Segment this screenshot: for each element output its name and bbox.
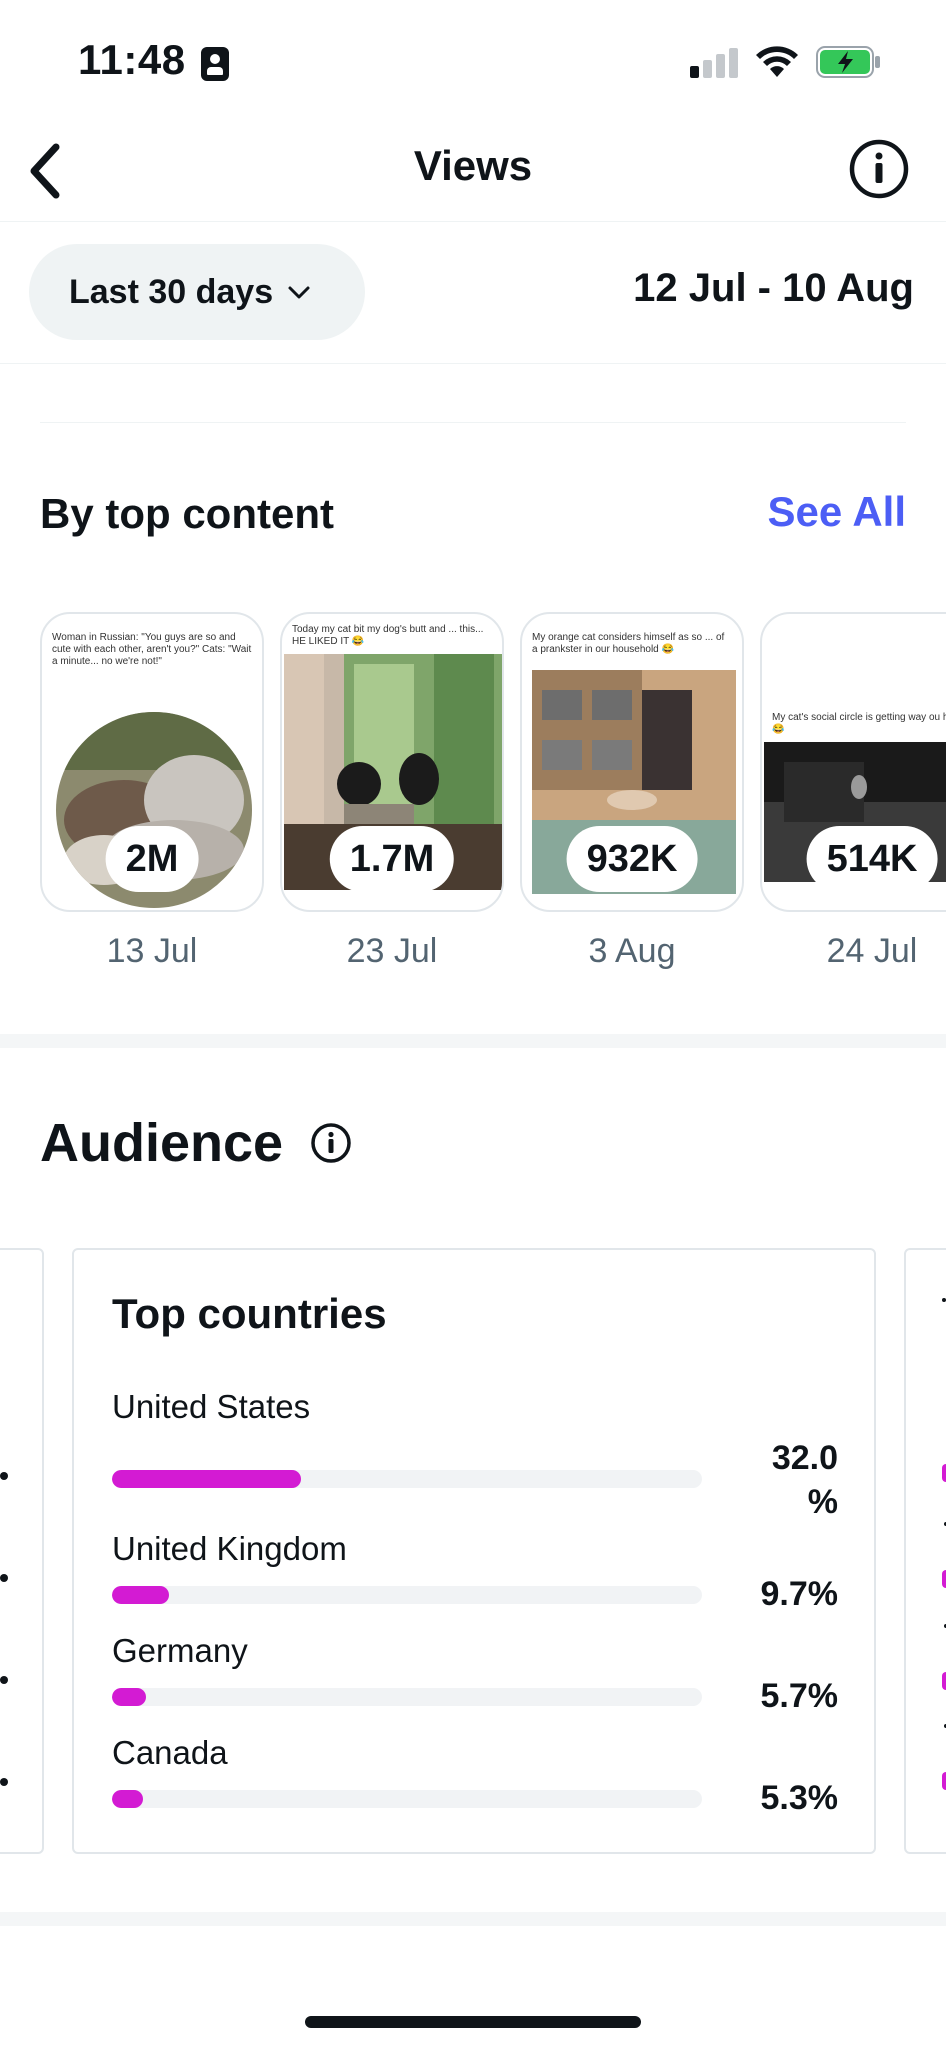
date-range-text: 12 Jul - 10 Aug bbox=[633, 266, 914, 310]
audience-card-previous[interactable] bbox=[0, 1248, 44, 1854]
content-caption: My orange cat considers himself as so ..… bbox=[532, 632, 725, 655]
status-bar: 11:48 bbox=[0, 0, 946, 120]
section-separator bbox=[0, 1912, 946, 1926]
views-badge: 514K bbox=[806, 826, 938, 892]
country-bar-fill bbox=[112, 1586, 170, 1604]
country-percent: 9.7% bbox=[760, 1575, 839, 1613]
country-bar-track bbox=[112, 1688, 702, 1706]
country-percent: 5.7% bbox=[760, 1677, 839, 1715]
audience-title: Audience bbox=[40, 1113, 284, 1173]
country-name: Canada bbox=[112, 1734, 228, 1771]
views-badge: 1.7M bbox=[329, 826, 455, 892]
country-row: Canada 5.3% bbox=[112, 1734, 838, 1824]
country-bar-fill bbox=[112, 1470, 301, 1488]
country-percent: 5.3% bbox=[760, 1779, 839, 1817]
country-bar-fill bbox=[112, 1688, 146, 1706]
top-content-title: By top content bbox=[40, 490, 334, 537]
audience-card-next[interactable] bbox=[904, 1248, 946, 1854]
divider bbox=[40, 422, 906, 423]
content-thumbnail bbox=[284, 654, 502, 890]
nav-header: Views bbox=[0, 120, 946, 222]
country-name: Germany bbox=[112, 1632, 248, 1669]
country-bar-track bbox=[112, 1586, 702, 1604]
country-bar-track bbox=[112, 1470, 702, 1488]
focus-id-icon bbox=[201, 47, 229, 81]
content-card[interactable]: My cat's social circle is getting way ou… bbox=[760, 612, 946, 912]
content-caption: My cat's social circle is getting way ou… bbox=[772, 712, 946, 735]
card-title: Top countries bbox=[112, 1290, 387, 1337]
content-caption: Today my cat bit my dog's butt and ... t… bbox=[292, 624, 484, 647]
content-card[interactable]: Today my cat bit my dog's butt and ... t… bbox=[280, 612, 504, 912]
page-title: Views bbox=[413, 142, 533, 189]
see-all-link[interactable]: See All bbox=[767, 488, 906, 535]
country-name: United States bbox=[112, 1388, 311, 1425]
filter-row: Last 30 days 12 Jul - 10 Aug bbox=[0, 222, 946, 364]
battery-charging-icon bbox=[816, 46, 880, 78]
status-time: 11:48 bbox=[78, 36, 186, 83]
chevron-left-icon bbox=[30, 143, 60, 199]
country-row: Germany 5.7% bbox=[112, 1632, 838, 1722]
country-percent: 32.0 % bbox=[771, 1439, 838, 1521]
country-row: United States 32.0 % bbox=[112, 1388, 838, 1521]
info-icon[interactable] bbox=[310, 1122, 352, 1164]
content-date: 23 Jul bbox=[346, 932, 438, 970]
cellular-signal-icon bbox=[690, 48, 740, 78]
chevron-down-icon bbox=[288, 286, 310, 299]
top-content-carousel[interactable]: Woman in Russian: "You guys are so and c… bbox=[0, 612, 946, 982]
content-card[interactable]: My orange cat considers himself as so ..… bbox=[520, 612, 744, 912]
content-date: 3 Aug bbox=[588, 932, 676, 970]
info-icon[interactable] bbox=[848, 138, 910, 200]
views-badge: 932K bbox=[566, 826, 698, 892]
top-countries-card: Top countries United States 32.0 % Unite… bbox=[72, 1248, 876, 1854]
date-range-dropdown-label: Last 30 days bbox=[69, 272, 274, 311]
country-row: United Kingdom 9.7% bbox=[112, 1530, 838, 1620]
content-date: 13 Jul bbox=[106, 932, 198, 970]
back-button[interactable] bbox=[14, 136, 74, 206]
content-date: 24 Jul bbox=[826, 932, 918, 970]
content-card[interactable]: Woman in Russian: "You guys are so and c… bbox=[40, 612, 264, 912]
date-range-dropdown[interactable]: Last 30 days bbox=[29, 244, 365, 340]
views-badge: 2M bbox=[105, 826, 199, 892]
section-separator bbox=[0, 1034, 946, 1048]
content-caption: Woman in Russian: "You guys are so and c… bbox=[52, 632, 252, 667]
wifi-icon bbox=[756, 46, 798, 77]
country-bar-track bbox=[112, 1790, 702, 1808]
country-name: United Kingdom bbox=[112, 1530, 347, 1567]
home-indicator[interactable] bbox=[305, 2016, 641, 2028]
country-bar-fill bbox=[112, 1790, 144, 1808]
